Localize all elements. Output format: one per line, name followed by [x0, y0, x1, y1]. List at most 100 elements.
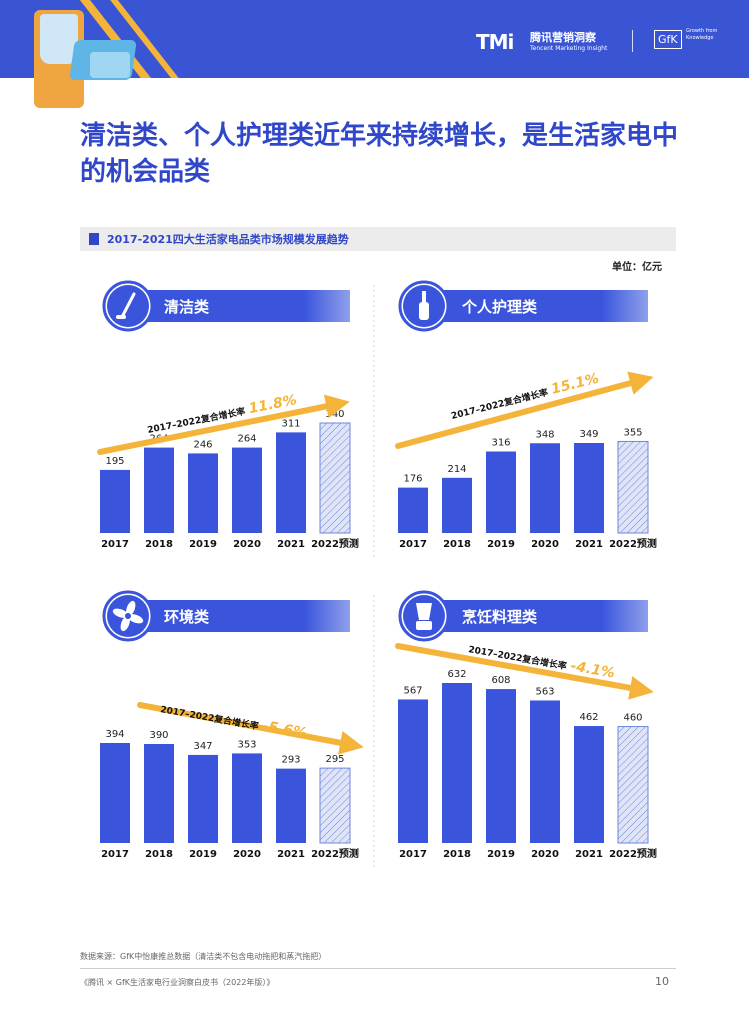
- x-tick-label: 2019: [487, 539, 515, 550]
- fan-blade: [120, 615, 130, 632]
- bar-value-label: 176: [403, 474, 422, 485]
- x-tick-label: 2018: [443, 849, 471, 860]
- bar-value-label: 293: [281, 755, 300, 766]
- bar: [530, 700, 560, 843]
- trend-arrow: [395, 371, 654, 449]
- category-banner: [120, 600, 350, 632]
- bar-value-label: 394: [105, 729, 124, 740]
- x-tick-label: 2020: [531, 849, 559, 860]
- forecast-bar: [319, 422, 351, 534]
- trend-arrow: [97, 394, 350, 455]
- x-tick-label: 2021: [575, 539, 603, 550]
- x-tick-label: 2018: [145, 849, 173, 860]
- bar-value-label: 460: [623, 713, 642, 724]
- x-tick-label: 2018: [145, 539, 173, 550]
- vacuum-shape: [120, 292, 136, 319]
- bar: [442, 477, 472, 533]
- bar: [276, 432, 306, 533]
- x-tick-label: 2022预测: [609, 847, 657, 860]
- x-tick-label: 2018: [443, 539, 471, 550]
- cagr-label-text: 2017–2022复合增长率: [159, 703, 259, 732]
- bar-value-label: 316: [491, 438, 510, 449]
- x-tick-label: 2022预测: [311, 537, 359, 550]
- logo-separator: [632, 30, 633, 52]
- x-tick-label: 2019: [189, 849, 217, 860]
- trend-arrow: [137, 702, 364, 755]
- x-tick-label: 2017: [399, 539, 427, 550]
- forecast-bar: [617, 726, 649, 844]
- subtitle-marker: [89, 233, 99, 245]
- gfk-logo: GfK: [654, 30, 682, 49]
- x-tick-label: 2019: [487, 849, 515, 860]
- bar: [442, 683, 472, 843]
- cagr-label: 2017–2022复合增长率 -5.6%: [159, 700, 308, 742]
- x-tick-label: 2017: [101, 849, 129, 860]
- bar: [188, 754, 218, 843]
- chart-panel-2: 个人护理类 176 2017 214 2018 316 2019 348 2020 349 2021…: [395, 280, 657, 550]
- bar: [144, 447, 174, 533]
- bar-value-label: 567: [403, 685, 422, 696]
- category-title: 环境类: [164, 608, 210, 626]
- tmi-english-name: Tencent Marketing Insight: [530, 45, 608, 52]
- x-tick-label: 2019: [189, 539, 217, 550]
- unit-label: 单位：亿元: [612, 262, 662, 273]
- bar-value-label: 462: [579, 712, 598, 723]
- bar: [188, 453, 218, 533]
- fan-blade: [126, 600, 136, 617]
- tmi-logo: TMi: [476, 30, 514, 54]
- blender-jar-shape: [416, 603, 432, 620]
- chart-subtitle: 2017-2021四大生活家电品类市场规模发展趋势: [107, 233, 349, 246]
- fan-blade: [127, 614, 144, 624]
- x-tick-label: 2021: [277, 539, 305, 550]
- bar: [232, 753, 262, 843]
- bar-value-label: 347: [193, 741, 212, 752]
- bar-value-label: 195: [105, 456, 124, 467]
- cagr-value: -4.1%: [569, 658, 616, 682]
- x-tick-label: 2020: [531, 539, 559, 550]
- bar: [486, 689, 516, 843]
- cagr-value: -5.6%: [261, 718, 308, 742]
- chart-panel-1: 清洁类1952017264201824620192642020311202134…: [97, 280, 359, 550]
- appliance-illustration: [90, 52, 130, 78]
- category-title: 个人护理类: [461, 298, 538, 316]
- blender-illustration: [34, 10, 84, 108]
- category-title: 清洁类: [164, 298, 210, 316]
- gfk-tagline: Growth from Knowledge: [686, 28, 718, 41]
- chart-panel-3: 环境类 394 2017 390 2018 347 2019 353 2020 293 2021 29…: [100, 590, 364, 860]
- tmi-name: 腾讯营销洞察: [530, 31, 596, 44]
- x-tick-label: 2017: [399, 849, 427, 860]
- data-source: 数据来源：GfK中怡康推总数据（清洁类不包含电动拖把和蒸汽拖把）: [80, 952, 327, 961]
- bar: [574, 726, 604, 843]
- x-tick-label: 2020: [233, 849, 261, 860]
- toothbrush-head: [422, 291, 426, 303]
- bar-value-label: 349: [579, 429, 598, 440]
- x-tick-label: 2017: [101, 539, 129, 550]
- page-title: 清洁类、个人护理类近年来持续增长，是生活家电中的机会品类: [80, 121, 679, 187]
- bar-value-label: 632: [447, 669, 466, 680]
- bar-value-label: 563: [535, 686, 554, 697]
- bar: [398, 487, 428, 533]
- bar: [398, 699, 428, 843]
- bar-value-label: 608: [491, 675, 510, 686]
- bar: [232, 447, 262, 533]
- x-tick-label: 2021: [575, 849, 603, 860]
- bar: [486, 451, 516, 533]
- fan-hub: [125, 613, 131, 619]
- bar-value-label: 295: [325, 754, 344, 765]
- toothbrush-handle: [419, 302, 429, 320]
- trend-arrow: [395, 643, 654, 700]
- forecast-bar: [617, 440, 649, 534]
- category-banner: [418, 290, 648, 322]
- page-number: 10: [655, 975, 669, 988]
- bar: [144, 744, 174, 843]
- bar-value-label: 246: [193, 439, 212, 450]
- report-title: 《腾讯 × GfK生活家电行业洞察白皮书（2022年版）》: [80, 978, 275, 987]
- bar: [574, 443, 604, 533]
- footer-divider: [80, 968, 676, 969]
- bar: [100, 469, 130, 533]
- fan-blade: [112, 608, 129, 618]
- category-title: 烹饪料理类: [462, 608, 538, 626]
- bar: [276, 768, 306, 843]
- bar-value-label: 390: [149, 730, 168, 741]
